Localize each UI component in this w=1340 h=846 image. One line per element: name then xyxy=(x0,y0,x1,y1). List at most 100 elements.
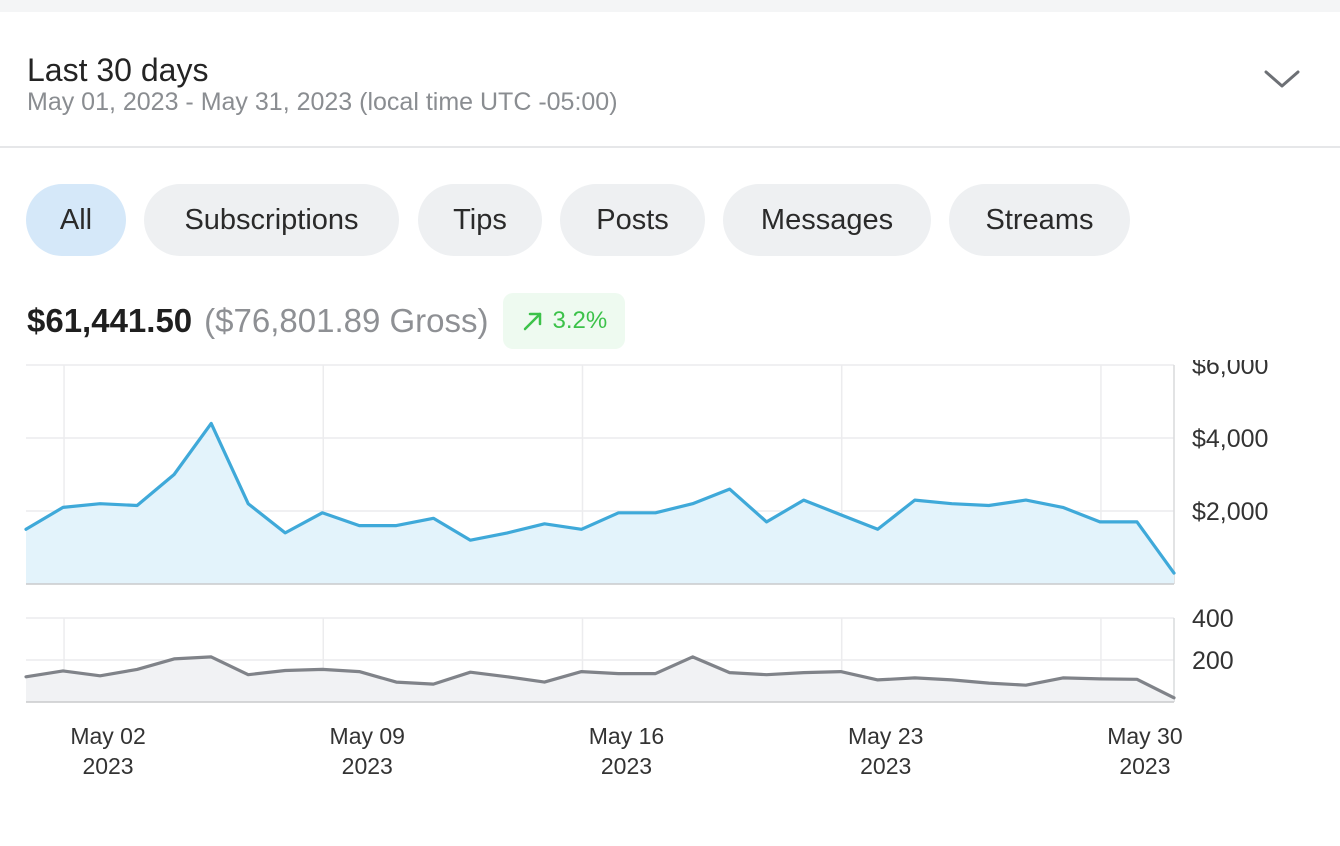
earnings-data-point[interactable] xyxy=(578,526,584,532)
period-title: Last 30 days xyxy=(27,52,209,88)
earnings-y-tick-label: $6,000 xyxy=(1192,360,1268,380)
earnings-data-point[interactable] xyxy=(1023,497,1029,503)
earnings-data-point[interactable] xyxy=(356,523,362,529)
count-data-point[interactable] xyxy=(578,669,584,675)
earnings-data-point[interactable] xyxy=(60,504,66,510)
earnings-y-tick-label: $2,000 xyxy=(1192,498,1268,526)
filter-chip-streams[interactable]: Streams xyxy=(949,184,1130,256)
count-data-point[interactable] xyxy=(97,673,103,679)
count-data-point[interactable] xyxy=(949,677,955,683)
earnings-data-point[interactable] xyxy=(1097,519,1103,525)
filter-chip-messages[interactable]: Messages xyxy=(723,184,931,256)
count-data-point[interactable] xyxy=(690,654,696,660)
count-data-point[interactable] xyxy=(1023,682,1029,688)
period-range: May 01, 2023 - May 31, 2023 (local time … xyxy=(27,88,618,116)
x-tick-label: May 02 xyxy=(70,723,145,749)
x-tick-year: 2023 xyxy=(342,753,393,779)
earnings-data-point[interactable] xyxy=(393,523,399,529)
earnings-summary: $61,441.50 ($76,801.89 Gross) 3.2% xyxy=(27,292,626,350)
earnings-data-point[interactable] xyxy=(912,497,918,503)
earnings-data-point[interactable] xyxy=(319,510,325,516)
earnings-data-point[interactable] xyxy=(801,497,807,503)
gross-earnings: ($76,801.89 Gross) xyxy=(204,302,489,339)
x-tick-label: May 30 xyxy=(1107,723,1182,749)
count-data-point[interactable] xyxy=(60,668,66,674)
earnings-data-point[interactable] xyxy=(134,503,140,509)
earnings-data-point[interactable] xyxy=(949,501,955,507)
count-y-tick-label: 400 xyxy=(1192,605,1234,633)
count-data-point[interactable] xyxy=(1097,676,1103,682)
count-data-point[interactable] xyxy=(1134,676,1140,682)
earnings-y-tick-label: $4,000 xyxy=(1192,425,1268,453)
x-tick-label: May 09 xyxy=(330,723,405,749)
filter-chip-tips[interactable]: Tips xyxy=(418,184,542,256)
trend-up-icon xyxy=(523,312,541,331)
count-data-point[interactable] xyxy=(282,668,288,674)
top-strip xyxy=(0,0,1340,12)
count-data-point[interactable] xyxy=(171,656,177,662)
earnings-data-point[interactable] xyxy=(653,510,659,516)
earnings-data-point[interactable] xyxy=(764,519,770,525)
count-data-point[interactable] xyxy=(912,675,918,681)
x-tick-year: 2023 xyxy=(601,753,652,779)
earnings-data-point[interactable] xyxy=(171,472,177,478)
count-data-point[interactable] xyxy=(801,670,807,676)
earnings-data-point[interactable] xyxy=(245,501,251,507)
count-data-point[interactable] xyxy=(986,680,992,686)
count-data-point[interactable] xyxy=(393,679,399,685)
count-data-point[interactable] xyxy=(208,654,214,660)
earnings-data-point[interactable] xyxy=(97,501,103,507)
earnings-data-point[interactable] xyxy=(1134,519,1140,525)
earnings-data-point[interactable] xyxy=(1060,504,1066,510)
earnings-data-point[interactable] xyxy=(282,530,288,536)
earnings-area-fill xyxy=(26,423,1174,584)
count-data-point[interactable] xyxy=(467,669,473,675)
count-data-point[interactable] xyxy=(134,666,140,672)
filter-chip-subscriptions[interactable]: Subscriptions xyxy=(144,184,399,256)
count-data-point[interactable] xyxy=(653,671,659,677)
count-data-point[interactable] xyxy=(1171,695,1177,701)
count-data-point[interactable] xyxy=(764,672,770,678)
x-tick-label: May 23 xyxy=(848,723,923,749)
period-selector[interactable]: Last 30 days May 01, 2023 - May 31, 2023… xyxy=(0,12,1340,148)
earnings-data-point[interactable] xyxy=(727,486,733,492)
earnings-data-point[interactable] xyxy=(467,537,473,543)
change-badge: 3.2% xyxy=(502,293,626,349)
earnings-data-point[interactable] xyxy=(504,530,510,536)
count-data-point[interactable] xyxy=(356,669,362,675)
count-data-point[interactable] xyxy=(838,669,844,675)
earnings-data-point[interactable] xyxy=(690,501,696,507)
earnings-data-point[interactable] xyxy=(875,526,881,532)
count-data-point[interactable] xyxy=(504,674,510,680)
change-value: 3.2% xyxy=(552,307,608,334)
filter-chip-all[interactable]: All xyxy=(26,184,126,256)
count-series-line[interactable] xyxy=(24,655,1176,700)
earnings-data-point[interactable] xyxy=(986,503,992,509)
count-data-point[interactable] xyxy=(541,679,547,685)
x-tick-year: 2023 xyxy=(82,753,133,779)
earnings-data-point[interactable] xyxy=(23,526,29,532)
earnings-data-point[interactable] xyxy=(1171,570,1177,576)
earnings-data-point[interactable] xyxy=(838,512,844,518)
earnings-chart[interactable]: $2,000 $4,000 $6,000 200 400 May 02 2023 May 09… xyxy=(0,352,1340,800)
x-tick-label: May 16 xyxy=(589,723,664,749)
earnings-data-point[interactable] xyxy=(616,510,622,516)
count-data-point[interactable] xyxy=(430,681,436,687)
count-data-point[interactable] xyxy=(875,677,881,683)
count-y-tick-label: 200 xyxy=(1192,647,1234,675)
filter-chip-posts[interactable]: Posts xyxy=(560,184,705,256)
count-area-fill xyxy=(26,656,1174,702)
count-data-point[interactable] xyxy=(1060,675,1066,681)
count-data-point[interactable] xyxy=(23,674,29,680)
count-data-point[interactable] xyxy=(245,672,251,678)
earnings-data-point[interactable] xyxy=(208,420,214,426)
earnings-data-point[interactable] xyxy=(430,515,436,521)
count-data-point[interactable] xyxy=(319,666,325,672)
x-tick-year: 2023 xyxy=(860,753,911,779)
earnings-series-line[interactable] xyxy=(24,421,1176,575)
earnings-data-point[interactable] xyxy=(541,521,547,527)
count-data-point[interactable] xyxy=(616,671,622,677)
x-tick-year: 2023 xyxy=(1119,753,1170,779)
chevron-down-icon[interactable] xyxy=(1260,64,1304,94)
count-data-point[interactable] xyxy=(727,670,733,676)
